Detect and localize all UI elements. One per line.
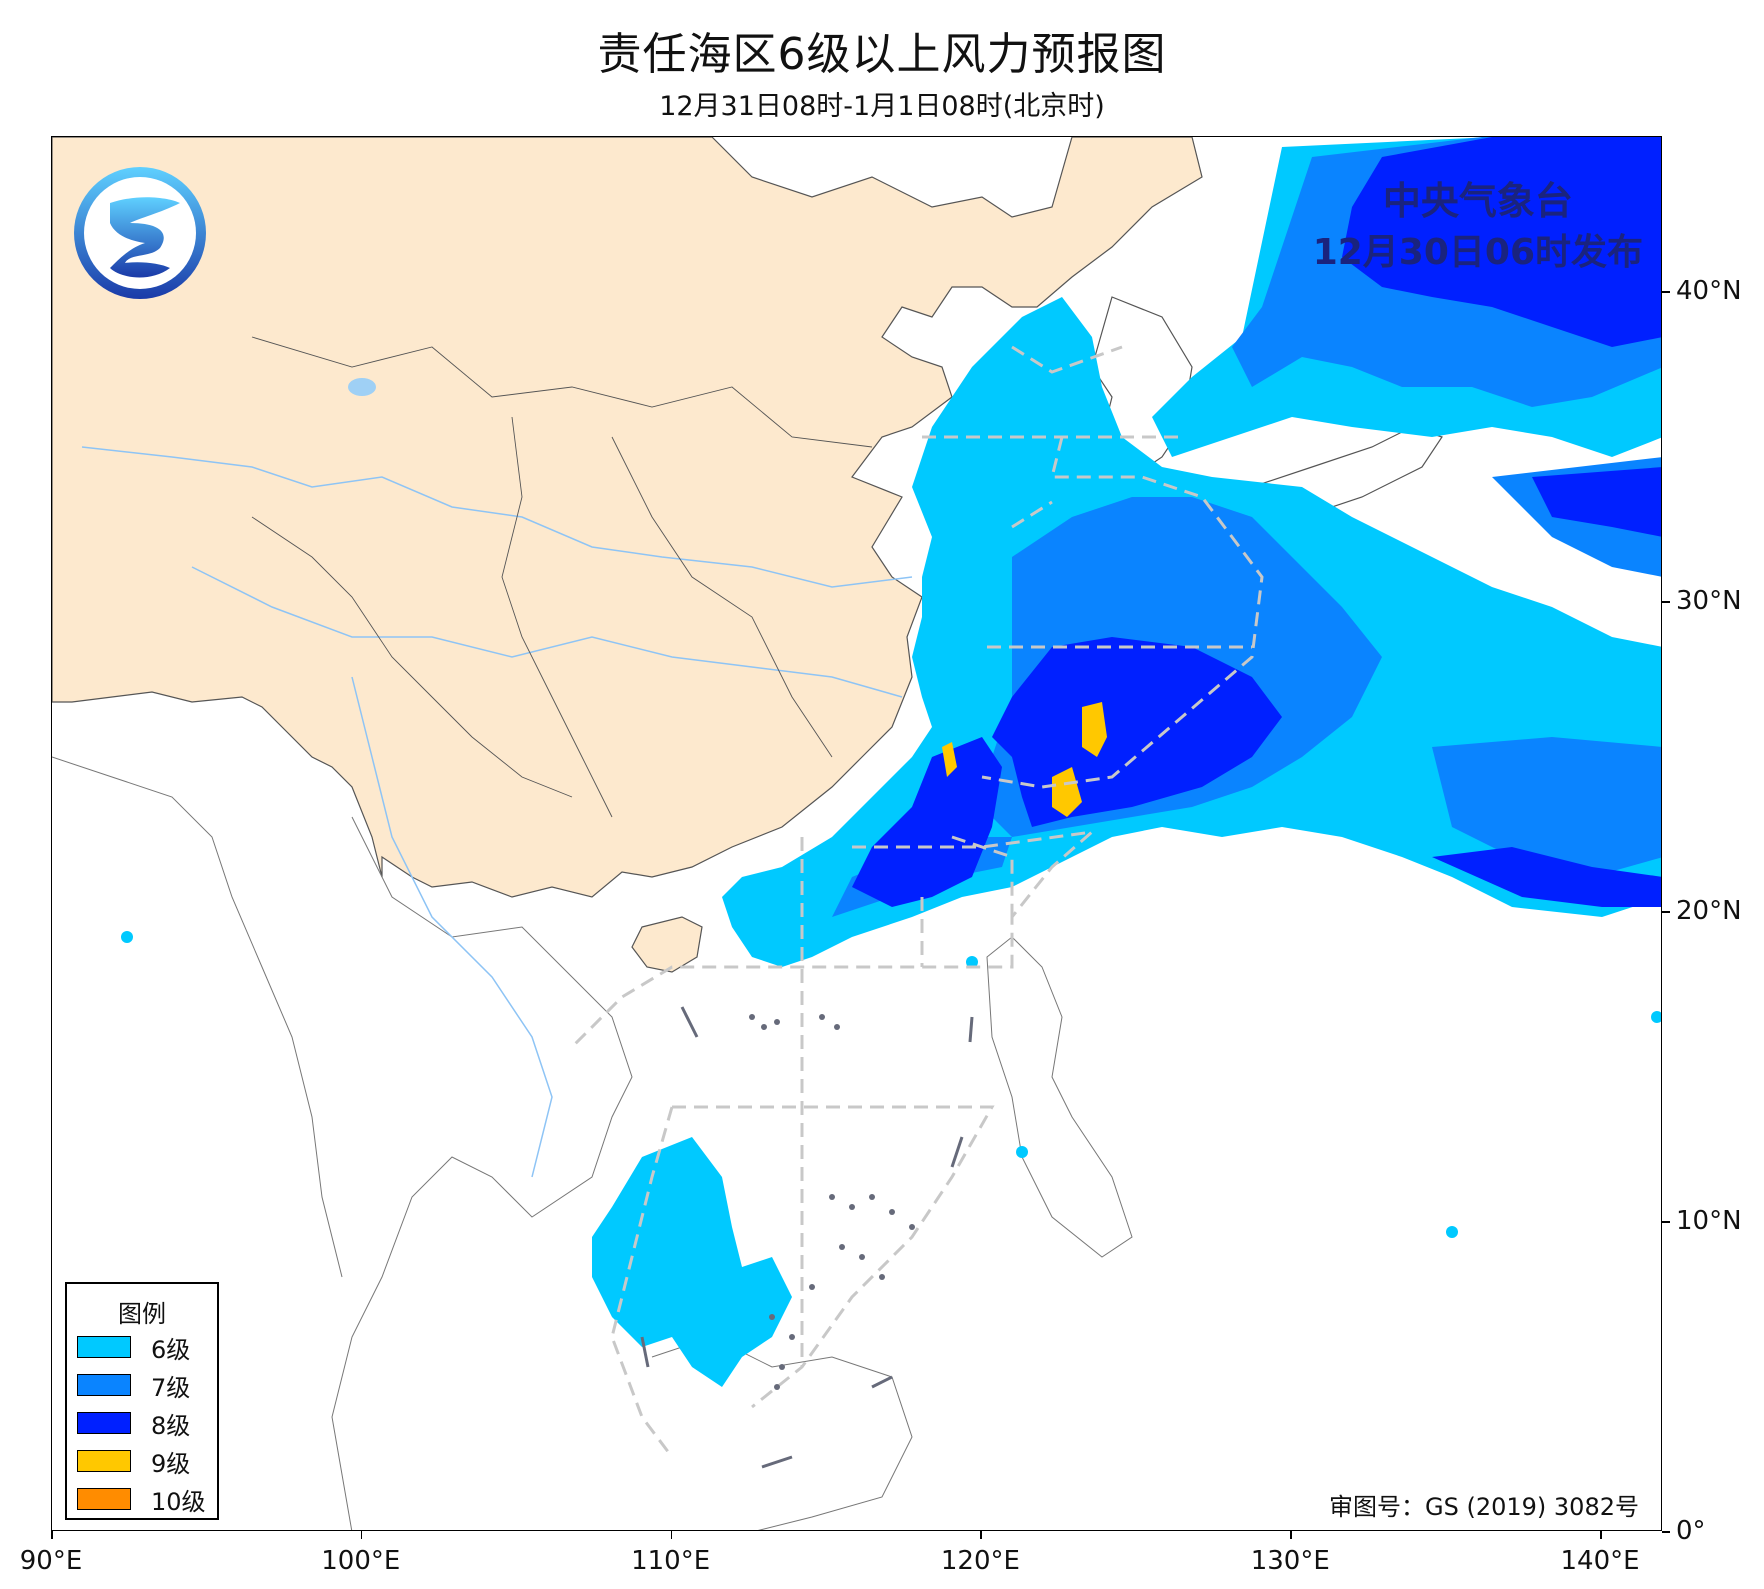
x-tick-mark: [51, 1531, 53, 1539]
y-tick-mark: [1662, 1221, 1670, 1223]
y-tick-label: 0°: [1676, 1516, 1706, 1546]
legend-swatch: [77, 1488, 131, 1510]
wind-level-9-areas: [942, 702, 1107, 817]
legend-title: 图例: [118, 1300, 166, 1328]
y-tick-label: 20°N: [1676, 896, 1742, 926]
x-tick-label: 100°E: [321, 1546, 401, 1576]
y-tick-label: 40°N: [1676, 276, 1742, 306]
y-tick-mark: [1662, 1531, 1670, 1533]
x-tick-label: 130°E: [1250, 1546, 1330, 1576]
y-tick-label: 10°N: [1676, 1206, 1742, 1236]
legend-label: 8级: [151, 1411, 191, 1440]
sea-zone-boundaries: [570, 345, 1264, 1458]
publisher-issued-time: 12月30日06时发布: [1312, 232, 1643, 273]
legend-item: 9级: [77, 1448, 190, 1478]
x-tick-mark: [980, 1531, 982, 1539]
legend-swatch: [77, 1374, 131, 1396]
lake: [348, 378, 376, 396]
x-tick-mark: [360, 1531, 363, 1539]
forecast-map: 中央气象台 12月30日06时发布 审图号：GS (2019) 3082号 图例…: [51, 136, 1662, 1531]
legend: 图例 6级 7级 8级 9级 10级: [65, 1282, 219, 1520]
south-sea-islands: [749, 1014, 915, 1390]
x-tick-mark: [670, 1531, 673, 1539]
y-tick-mark: [1662, 601, 1670, 603]
x-tick-label: 140°E: [1560, 1546, 1640, 1576]
legend-swatch: [77, 1336, 131, 1358]
map-subtitle: 12月31日08时-1月1日08时(北京时): [659, 91, 1105, 122]
publisher-agency: 中央气象台: [1382, 179, 1573, 223]
legend-swatch: [77, 1450, 131, 1472]
legend-item: 10级: [77, 1486, 206, 1516]
legend-label: 6级: [151, 1335, 191, 1364]
y-tick-label: 30°N: [1676, 586, 1742, 616]
cma-logo: [74, 167, 206, 299]
x-tick-label: 120°E: [940, 1546, 1020, 1576]
y-tick-mark: [1662, 291, 1670, 293]
legend-item: 6级: [77, 1334, 190, 1364]
approval-number: 审图号：GS (2019) 3082号: [1329, 1493, 1639, 1521]
dash-marks: [640, 1006, 974, 1469]
x-tick-mark: [1600, 1531, 1602, 1539]
legend-label: 10级: [151, 1487, 206, 1516]
x-tick-mark: [1290, 1531, 1292, 1539]
x-tick-label: 90°E: [19, 1546, 83, 1576]
legend-label: 9级: [151, 1449, 191, 1478]
map-title: 责任海区6级以上风力预报图: [597, 29, 1167, 80]
legend-swatch: [77, 1412, 131, 1434]
x-tick-label: 110°E: [631, 1546, 711, 1576]
legend-label: 7级: [151, 1373, 191, 1402]
legend-item: 8级: [77, 1410, 190, 1440]
y-tick-mark: [1662, 911, 1670, 913]
map-canvas: [52, 137, 1661, 1530]
publisher-block: 中央气象台 12月30日06时发布: [1313, 175, 1643, 279]
legend-item: 7级: [77, 1372, 190, 1402]
